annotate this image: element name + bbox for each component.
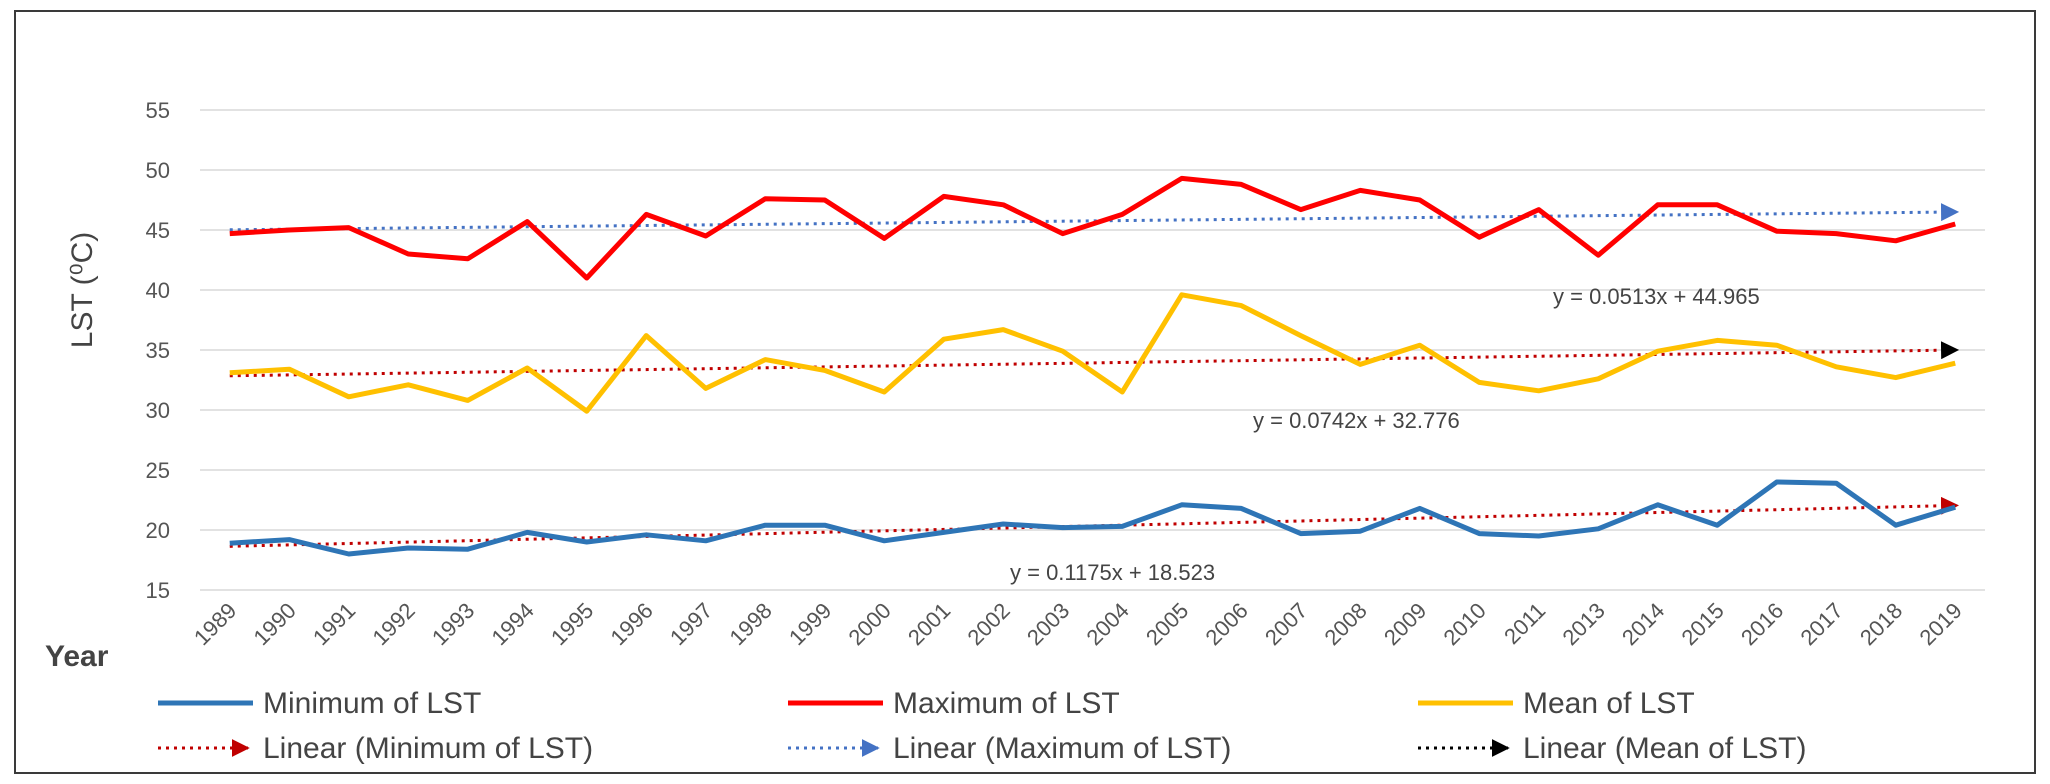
- x-tick-label: 2004: [1081, 598, 1133, 650]
- y-tick-label: 35: [146, 338, 170, 363]
- x-tick-label: 2018: [1855, 598, 1907, 650]
- x-tick-label: 2009: [1379, 598, 1431, 650]
- x-tick-label: 2019: [1914, 598, 1966, 650]
- trendline-equation-max: y = 0.0513x + 44.965: [1553, 284, 1760, 309]
- trendline-equation-mean: y = 0.0742x + 32.776: [1253, 408, 1460, 433]
- x-tick-label: 1999: [784, 598, 836, 650]
- y-tick-label: 25: [146, 458, 170, 483]
- x-tick-label: 2010: [1438, 598, 1490, 650]
- y-tick-label: 45: [146, 218, 170, 243]
- legend-label: Linear (Maximum of LST): [893, 732, 1231, 765]
- legend-label: Minimum of LST: [263, 687, 481, 720]
- x-tick-label: 1991: [308, 598, 360, 650]
- x-tick-label: 2006: [1200, 598, 1252, 650]
- chart-frame: [14, 10, 2036, 774]
- x-tick-label: 2005: [1141, 598, 1193, 650]
- x-axis-label: Year: [45, 640, 109, 673]
- legend-label: Maximum of LST: [893, 687, 1120, 720]
- legend-label: Linear (Minimum of LST): [263, 732, 593, 765]
- trendline-equation-min: y = 0.1175x + 18.523: [1010, 560, 1215, 585]
- x-tick-label: 2002: [962, 598, 1014, 650]
- x-tick-label: 2001: [903, 598, 955, 650]
- x-tick-label: 2003: [1022, 598, 1074, 650]
- legend-label: Linear (Mean of LST): [1523, 732, 1806, 765]
- y-tick-label: 15: [146, 578, 170, 603]
- trendline-equations: y = 0.1175x + 18.523 y = 0.0513x + 44.965…: [1010, 284, 1760, 585]
- x-tick-label: 1997: [665, 598, 717, 650]
- y-tick-label: 50: [146, 158, 170, 183]
- x-tick-label: 1993: [427, 598, 479, 650]
- trendline-max: [229, 203, 1960, 232]
- trendlines: [229, 203, 1960, 548]
- x-tick-label: 1996: [605, 598, 657, 650]
- legend: Minimum of LST Maximum of LST Mean of LST L…: [158, 687, 1806, 765]
- x-tick-label: 1992: [367, 598, 419, 650]
- x-tick-label: 2000: [843, 598, 895, 650]
- y-tick-label: 55: [146, 98, 170, 123]
- x-tick-label: 2008: [1319, 598, 1371, 650]
- y-axis-label: LST (⁰C): [66, 232, 99, 348]
- x-tick-label: 1998: [724, 598, 776, 650]
- y-tick-label: 30: [146, 398, 170, 423]
- series-line-max: [229, 175, 1956, 281]
- series-line-mean: [229, 292, 1956, 414]
- y-tick-label: 20: [146, 518, 170, 543]
- x-tick-label: 2015: [1676, 598, 1728, 650]
- x-tick-label: 2014: [1617, 598, 1669, 650]
- x-tick-label: 1994: [486, 598, 538, 650]
- y-tick-label: 40: [146, 278, 170, 303]
- x-tick-label: 1995: [546, 598, 598, 650]
- x-tick-label: 1990: [248, 598, 300, 650]
- series-line-min: [229, 479, 1956, 557]
- x-tick-label: 2013: [1557, 598, 1609, 650]
- x-axis-ticks: 1989 1990 1991 1992 1993 1994 1995 1996 1997 1998…: [189, 598, 1967, 650]
- x-tick-label: 1989: [189, 598, 241, 650]
- x-tick-label: 2007: [1260, 598, 1312, 650]
- series-lines: [229, 175, 1956, 557]
- gridlines: [200, 109, 1985, 591]
- x-tick-label: 2016: [1736, 598, 1788, 650]
- legend-label: Mean of LST: [1523, 687, 1695, 720]
- x-tick-label: 2017: [1795, 598, 1847, 650]
- x-tick-label: 2011: [1499, 598, 1550, 649]
- y-axis-ticks: 15 20 25 30 35 40 45 50 55: [146, 98, 170, 603]
